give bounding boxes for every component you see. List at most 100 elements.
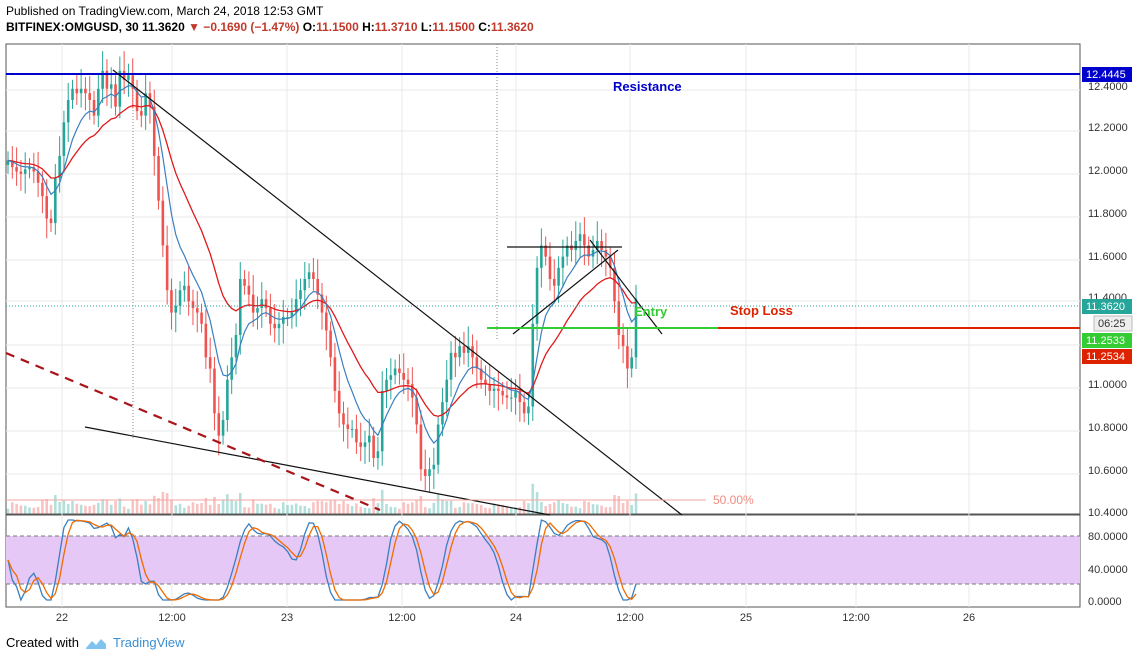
candle-body: [544, 245, 547, 257]
volume-bar: [84, 505, 87, 514]
volume-bar: [269, 503, 272, 514]
volume-bar: [135, 499, 139, 514]
volume-bar: [385, 504, 388, 514]
candle-body: [11, 160, 14, 168]
stop-loss-label: Stop Loss: [730, 303, 793, 318]
volume-bar: [509, 508, 513, 514]
candle-body: [290, 312, 294, 318]
candle-body: [479, 368, 483, 380]
candle-body: [385, 379, 388, 391]
open-value: 11.1500: [316, 20, 359, 34]
volume-bar: [484, 507, 487, 514]
candle-body: [497, 388, 500, 391]
tradingview-brand[interactable]: TradingView: [112, 635, 185, 650]
volume-bar: [15, 503, 18, 514]
candle-body: [178, 290, 182, 306]
volume-bar: [92, 504, 96, 514]
candle-body: [475, 357, 479, 369]
candle-body: [578, 234, 582, 241]
candle-body: [608, 256, 612, 268]
candle-body: [342, 413, 345, 425]
candle-body: [191, 301, 195, 309]
wedge-upper-line[interactable]: [589, 239, 663, 335]
candle-body: [200, 312, 203, 324]
candle-body: [114, 84, 117, 107]
open-label: O:: [302, 20, 317, 34]
candle-body: [144, 93, 147, 116]
wedge-lower-line[interactable]: [512, 249, 619, 335]
candle-body: [92, 99, 96, 116]
candle-body: [118, 70, 122, 107]
resistance-badge: [1082, 67, 1132, 82]
candle-body: [630, 357, 633, 369]
candle-body: [174, 305, 178, 313]
volume-bar: [363, 507, 367, 514]
volume-bar: [118, 498, 122, 514]
stoch-d-line: [7, 519, 637, 601]
tradingview-logo-icon: [85, 638, 106, 649]
oscillator-axis[interactable]: 80.0000 40.0000 0.0000: [1088, 531, 1128, 608]
candle-body: [458, 346, 461, 358]
volume-bar: [355, 503, 358, 514]
price-tick: 11.8000: [1088, 208, 1127, 220]
dashed-trendline[interactable]: [5, 351, 381, 512]
candle-body: [574, 240, 578, 250]
volume-bar: [359, 506, 363, 514]
candle-body: [406, 379, 410, 385]
volume-bar: [518, 507, 522, 514]
volume-bar: [565, 504, 569, 514]
volume-bar: [505, 506, 509, 514]
entry-label: Entry: [634, 304, 668, 319]
time-tick: 23: [281, 612, 293, 624]
candle-body: [548, 256, 552, 279]
candle-body: [109, 84, 113, 89]
volume-bar: [595, 504, 599, 514]
price-tick: 11.6000: [1088, 251, 1127, 263]
candle-body: [505, 395, 509, 398]
candle-body: [621, 334, 625, 347]
candle-body: [501, 390, 504, 396]
candle-body: [561, 256, 565, 268]
candle-body: [484, 379, 487, 385]
volume-bar: [187, 505, 190, 514]
volume-bar: [183, 507, 186, 514]
volume-bar: [436, 494, 440, 514]
symbol-label[interactable]: BITFINEX:OMGUSD, 30: [6, 20, 139, 34]
entry-badge-text: 11.2533: [1086, 335, 1125, 347]
candle-body: [45, 196, 49, 219]
candle-body: [617, 301, 621, 335]
candle-body: [329, 330, 332, 358]
volume-bar: [144, 501, 147, 514]
descending-trendline[interactable]: [112, 69, 683, 516]
countdown-badge-text: 06:25: [1098, 318, 1126, 330]
high-value: 11.3710: [374, 20, 418, 34]
volume-bar: [122, 506, 126, 514]
candle-body: [337, 390, 341, 414]
volume-bar: [208, 505, 212, 514]
candle-body: [423, 469, 427, 476]
volume-bar: [445, 501, 449, 514]
volume-bar: [238, 493, 242, 514]
candle-body: [28, 167, 31, 170]
volume-bar: [165, 493, 169, 514]
time-axis[interactable]: 22 12:00 23 12:00 24 12:00 25 12:00 26: [56, 612, 975, 624]
candle-body: [294, 299, 298, 313]
volume-bar: [428, 508, 431, 514]
volume-bar: [617, 496, 621, 514]
volume-bar: [389, 506, 393, 514]
price-axis[interactable]: 12.4000 12.2000 12.0000 11.8000 11.6000 …: [1088, 81, 1128, 519]
candle-body: [363, 442, 367, 447]
candle-body: [557, 267, 560, 286]
volume-bar: [260, 503, 264, 514]
price-tick: 11.0000: [1088, 379, 1127, 391]
osc-tick: 80.0000: [1088, 531, 1128, 543]
volume-bar: [45, 499, 49, 514]
candle-body: [238, 279, 242, 335]
volume-bar: [570, 506, 573, 514]
time-tick: 22: [56, 612, 68, 624]
candle-body: [62, 122, 66, 156]
volume-bar: [346, 503, 350, 514]
volume-bar: [178, 503, 182, 514]
volume-bar: [497, 504, 500, 514]
